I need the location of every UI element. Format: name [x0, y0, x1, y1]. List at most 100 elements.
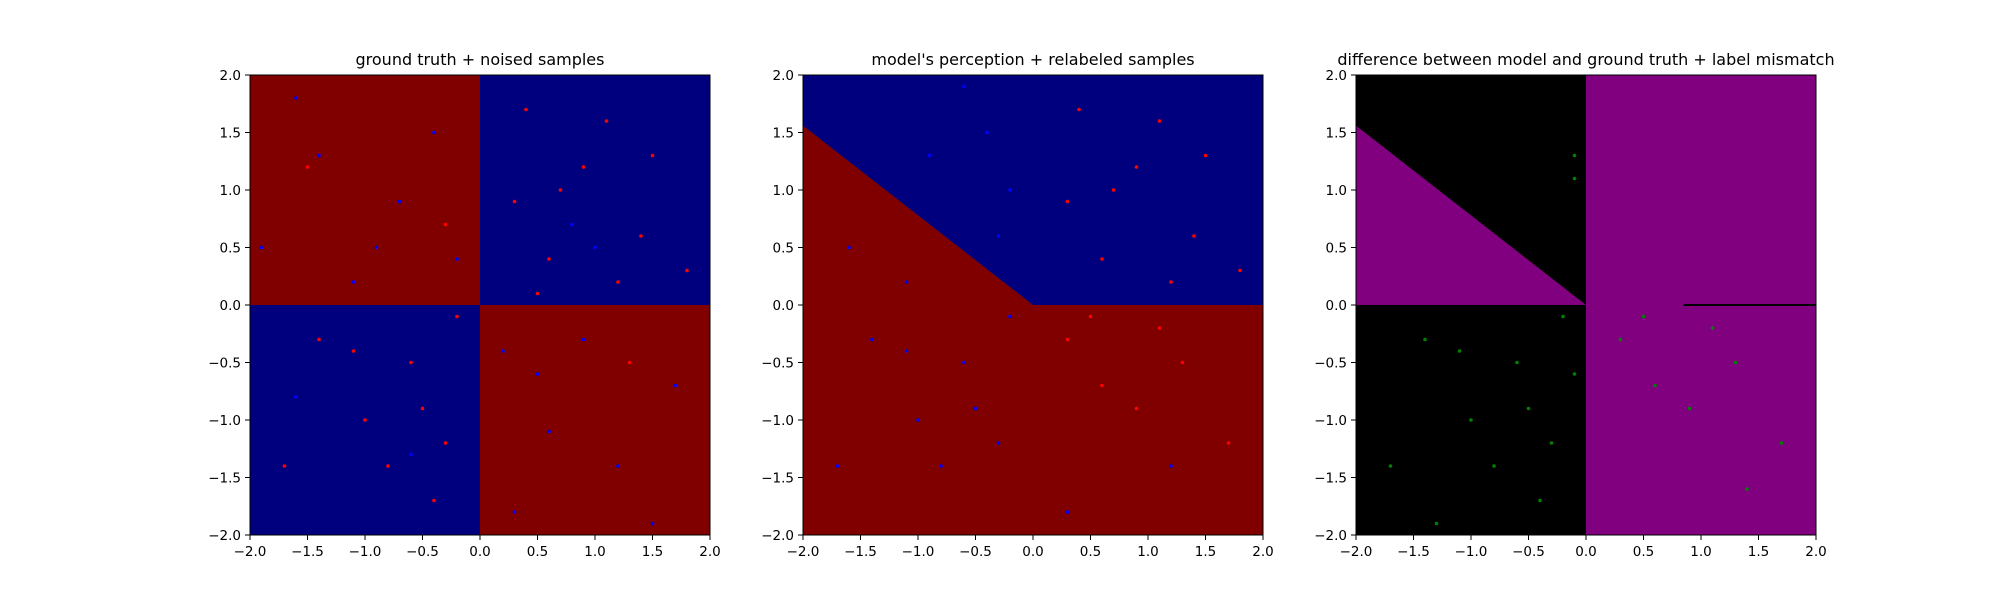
data-point [351, 349, 356, 353]
data-point [1065, 510, 1070, 514]
data-point [627, 360, 632, 365]
data-point [501, 349, 505, 353]
y-tick-label: 0.5 [773, 241, 794, 257]
data-point [1423, 337, 1427, 342]
data-point [927, 153, 932, 158]
panel-ground-truth: −2.0 −1.5 −1.0 −0.5 0.0 0.5 1.0 1.5 2.0 −2.0 −1.5 −… [208, 50, 721, 560]
data-point [547, 257, 551, 261]
region-top-left [250, 75, 480, 305]
x-tick-label: −0.5 [1512, 544, 1545, 560]
data-point [397, 199, 402, 204]
data-point [1088, 314, 1093, 319]
decision-regions [803, 75, 1263, 535]
data-point [1469, 418, 1473, 422]
x-tick-label: 1.5 [642, 544, 663, 560]
y-tick-label: −0.5 [1314, 356, 1347, 372]
data-point [374, 245, 379, 250]
x-tick-label: −2.0 [234, 544, 267, 560]
data-point [1515, 360, 1519, 365]
decision-regions [1356, 75, 1816, 535]
scatter-points [835, 84, 1242, 514]
data-point [524, 107, 528, 112]
data-point [985, 130, 989, 135]
data-point [535, 291, 540, 296]
data-point [1572, 153, 1577, 158]
data-point [1100, 383, 1104, 388]
y-tick-label: 1.5 [220, 126, 241, 142]
data-point [1008, 188, 1012, 192]
data-point [1008, 314, 1012, 319]
data-point [1653, 383, 1657, 388]
data-point [904, 280, 909, 284]
data-point [1526, 406, 1531, 411]
x-tick-label: −1.0 [1455, 544, 1488, 560]
data-point [616, 280, 620, 284]
data-point [650, 153, 655, 158]
data-point [294, 96, 298, 100]
data-point [1549, 441, 1554, 445]
data-point [259, 245, 264, 250]
data-point [432, 130, 436, 135]
data-point [673, 383, 678, 388]
panel-model-perception: −2.0 −1.5 −1.0 −0.5 0.0 0.5 1.0 1.5 2.0 −2.0 −1.5 −… [761, 50, 1274, 560]
data-point [904, 349, 909, 353]
x-tick-label: 0.0 [1575, 544, 1596, 560]
y-tick-label: −1.0 [761, 413, 794, 429]
data-point [996, 234, 1001, 238]
x-tick-label: 0.0 [469, 544, 490, 560]
data-point [420, 406, 425, 411]
y-tick-label: −1.0 [1314, 413, 1347, 429]
x-tick-label: −0.5 [406, 544, 439, 560]
data-point [443, 222, 448, 227]
decision-regions [250, 75, 710, 535]
data-point [512, 199, 517, 204]
x-tick-label: −1.0 [902, 544, 935, 560]
panel-difference: −2.0 −1.5 −1.0 −0.5 0.0 0.5 1.0 1.5 2.0 −2.0 −1.5 −… [1314, 50, 1834, 560]
x-tick-label: 2.0 [1252, 544, 1273, 560]
data-point [973, 406, 978, 411]
data-point [1687, 406, 1692, 411]
y-tick-label: −1.0 [208, 413, 241, 429]
y-tick-label: 0.0 [773, 298, 794, 314]
data-point [317, 153, 321, 158]
x-tick-label: 0.5 [527, 544, 548, 560]
x-tick-label: 2.0 [1805, 544, 1826, 560]
scatter-points [259, 96, 689, 526]
data-point [1457, 349, 1462, 353]
data-point [962, 84, 966, 89]
x-tick-label: 1.5 [1748, 544, 1769, 560]
y-tick-label: 1.0 [220, 183, 241, 199]
data-point [1180, 360, 1185, 365]
data-point [1192, 234, 1196, 238]
data-point [1238, 268, 1242, 273]
data-point [1538, 498, 1542, 503]
scatter-points [1388, 153, 1784, 526]
chart-title: model's perception + relabeled samples [871, 50, 1194, 69]
data-point [1077, 107, 1081, 112]
data-point [1561, 314, 1565, 319]
region-top-right [480, 75, 710, 305]
x-tick-label: 0.5 [1080, 544, 1101, 560]
x-tick-label: 2.0 [699, 544, 720, 560]
y-tick-label: −1.5 [208, 471, 241, 487]
data-point [939, 464, 943, 468]
data-point [1745, 487, 1749, 491]
x-tick-label: 1.0 [584, 544, 605, 560]
data-point [616, 464, 620, 468]
data-point [685, 268, 689, 273]
data-point [835, 464, 840, 468]
region-agree-top-left [1356, 75, 1586, 305]
y-tick-label: −1.5 [1314, 471, 1347, 487]
data-point [363, 418, 367, 422]
x-tick-label: −2.0 [1340, 544, 1373, 560]
x-tick-label: 1.5 [1195, 544, 1216, 560]
data-point [1572, 372, 1577, 376]
y-tick-label: 0.5 [1326, 241, 1347, 257]
data-point [294, 395, 298, 399]
y-tick-label: 1.0 [773, 183, 794, 199]
data-point [1641, 314, 1646, 319]
y-tick-label: 2.0 [773, 68, 794, 84]
y-tick-label: 0.0 [1326, 298, 1347, 314]
y-tick-label: −1.5 [761, 471, 794, 487]
data-point [1434, 521, 1439, 526]
